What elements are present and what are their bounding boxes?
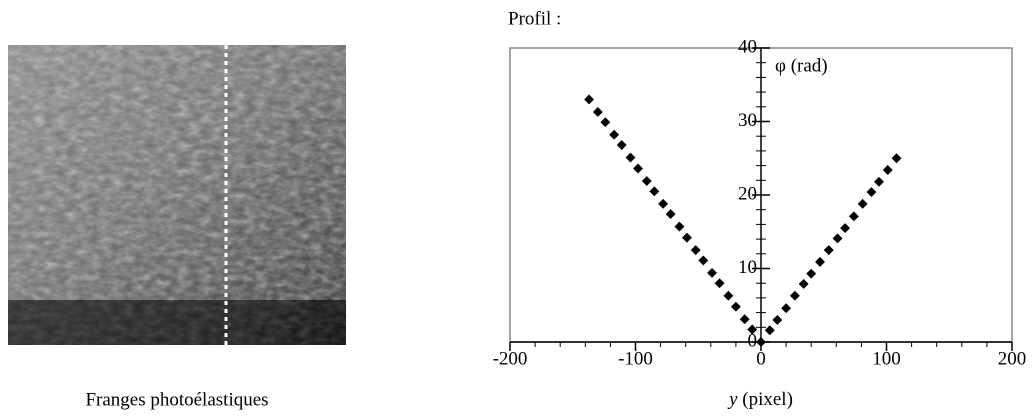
data-point <box>698 255 709 266</box>
y-tick-label: 40 <box>738 36 757 57</box>
data-point <box>609 129 620 140</box>
data-point <box>747 324 758 335</box>
data-point <box>764 325 775 336</box>
data-point <box>658 198 669 209</box>
y-tick-label: 20 <box>738 183 757 204</box>
data-point <box>891 153 902 164</box>
data-point <box>823 245 834 256</box>
data-point <box>815 256 825 267</box>
data-point <box>649 186 660 197</box>
y-axis-label: φ (rad) <box>775 55 828 76</box>
data-point <box>723 290 734 301</box>
data-point <box>781 303 792 314</box>
data-point <box>600 117 611 128</box>
data-point <box>682 232 692 243</box>
x-tick-label: 100 <box>872 348 901 369</box>
data-point <box>848 211 859 222</box>
chart-title: Profil : <box>508 8 561 29</box>
data-point <box>789 290 800 301</box>
data-point <box>665 209 676 220</box>
data-point <box>714 278 725 289</box>
y-tick-label: 10 <box>738 257 757 278</box>
data-point <box>798 278 809 289</box>
data-point <box>674 221 685 232</box>
data-point <box>772 315 783 325</box>
data-point <box>730 301 741 312</box>
y-tick-label: 30 <box>738 110 757 131</box>
x-tick-label: -200 <box>493 348 528 369</box>
x-label-var: y <box>727 389 738 410</box>
data-point <box>707 267 718 278</box>
data-point <box>840 223 851 234</box>
x-tick-label: 200 <box>998 348 1027 369</box>
x-tick-label: -100 <box>618 348 653 369</box>
data-point <box>832 233 843 244</box>
data-point <box>625 152 636 163</box>
data-point <box>882 165 893 175</box>
photo <box>8 45 346 345</box>
data-point <box>616 140 627 150</box>
image-caption: Franges photoélastiques <box>85 389 268 410</box>
x-tick-label: 0 <box>756 348 766 369</box>
x-axis-label: y (pixel) <box>727 389 793 410</box>
data-point <box>756 337 766 347</box>
x-label-unit: (pixel) <box>742 389 793 410</box>
data-point <box>584 94 595 105</box>
data-point <box>739 314 750 325</box>
data-point <box>592 106 603 117</box>
data-point <box>806 268 817 279</box>
data-point <box>857 198 868 209</box>
data-point <box>633 163 643 174</box>
data-point <box>866 187 877 198</box>
y-tick-label: 0 <box>748 330 758 351</box>
data-point <box>641 176 652 186</box>
data-point <box>690 245 701 256</box>
data-point <box>874 176 884 187</box>
